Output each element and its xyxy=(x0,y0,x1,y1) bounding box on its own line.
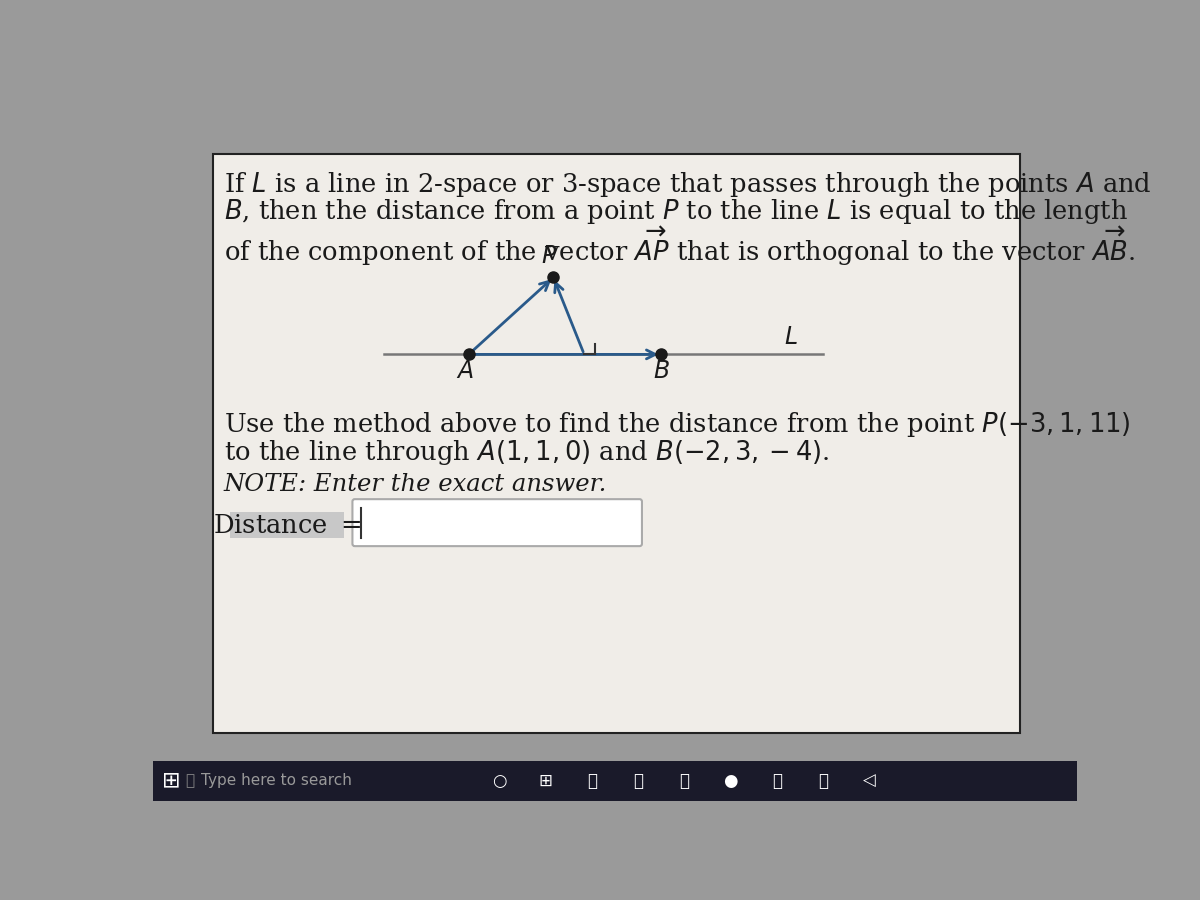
Text: $B$: $B$ xyxy=(653,359,670,382)
Text: 📁: 📁 xyxy=(679,772,689,790)
Text: Type here to search: Type here to search xyxy=(200,773,352,788)
Text: ●: ● xyxy=(724,772,738,790)
Text: $P$: $P$ xyxy=(541,245,558,268)
Text: $L$: $L$ xyxy=(785,326,798,348)
Text: 🌐: 🌐 xyxy=(587,772,596,790)
Text: Use the method above to find the distance from the point $P(-3, 1, 11)$: Use the method above to find the distanc… xyxy=(224,410,1130,439)
Text: NOTE: Enter the exact answer.: NOTE: Enter the exact answer. xyxy=(224,473,607,496)
Text: 📷: 📷 xyxy=(818,772,828,790)
Text: Distance $=$: Distance $=$ xyxy=(212,513,361,538)
Text: to the line through $A(1, 1, 0)$ and $B(-2, 3, -4)$.: to the line through $A(1, 1, 0)$ and $B(… xyxy=(224,437,829,466)
Text: 🎵: 🎵 xyxy=(772,772,781,790)
FancyBboxPatch shape xyxy=(230,512,344,538)
Text: ⊞: ⊞ xyxy=(162,771,181,791)
Text: ○: ○ xyxy=(492,772,506,790)
Text: $A$: $A$ xyxy=(456,359,474,382)
Text: 🐧: 🐧 xyxy=(634,772,643,790)
FancyBboxPatch shape xyxy=(214,154,1020,733)
Text: ⊞: ⊞ xyxy=(539,772,553,790)
Text: If $L$ is a line in 2-space or 3-space that passes through the points $A$ and: If $L$ is a line in 2-space or 3-space t… xyxy=(224,169,1152,199)
FancyBboxPatch shape xyxy=(353,500,642,546)
Text: of the component of the vector $\overrightarrow{AP}$ that is orthogonal to the v: of the component of the vector $\overrig… xyxy=(224,225,1135,268)
Bar xyxy=(154,761,1078,801)
Text: ◁: ◁ xyxy=(863,772,876,790)
Text: 🔍: 🔍 xyxy=(185,773,194,788)
Text: $B$, then the distance from a point $P$ to the line $L$ is equal to the length: $B$, then the distance from a point $P$ … xyxy=(224,197,1128,226)
